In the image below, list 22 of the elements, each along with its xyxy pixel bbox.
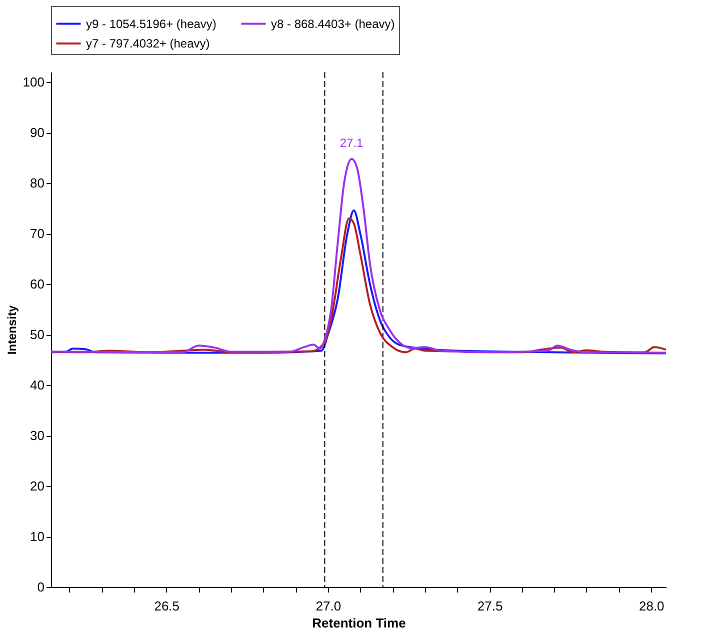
line-series [50, 158, 667, 354]
y-tick-label: 50 [30, 327, 44, 342]
y-tick-label: 0 [37, 580, 44, 594]
x-axis-title: Retention Time [312, 616, 406, 630]
x-tick-label: 28.0 [638, 598, 664, 614]
y-tick-label: 90 [30, 125, 44, 140]
x-tick-label: 27.0 [316, 598, 342, 614]
y-tick-label: 60 [30, 276, 44, 292]
annotation: 27.1 [340, 136, 364, 150]
y-tick-label: 70 [30, 226, 44, 242]
x-tick-label: 26.5 [154, 598, 180, 614]
y-tick-label: 20 [30, 478, 44, 494]
y-tick-label: 100 [22, 74, 44, 90]
y-tick-label: 10 [30, 529, 44, 544]
y-axis-title: Intensity [4, 305, 19, 355]
x-tick-label: 27.5 [477, 598, 503, 614]
y-tick-label: 80 [30, 176, 44, 191]
legend-label: y8 - 868.4403+ (heavy) [271, 16, 395, 31]
y-tick-label: 40 [30, 378, 44, 393]
legend-label: y9 - 1054.5196+ (heavy) [86, 16, 216, 31]
legend-label: y7 - 797.4032+ (heavy) [86, 36, 210, 50]
y-tick-label: 30 [30, 428, 44, 444]
